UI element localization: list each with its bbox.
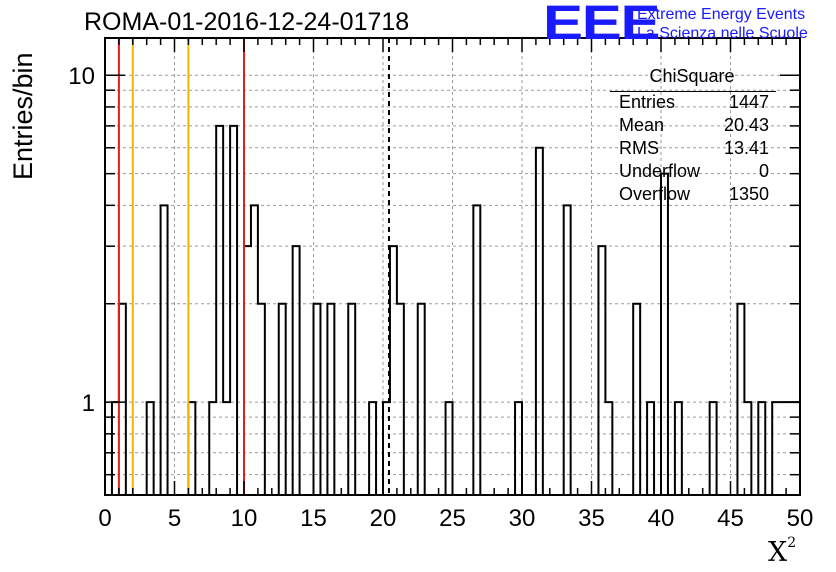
logo-mark: EEE — [543, 0, 661, 50]
x-tick-label: 30 — [509, 505, 536, 532]
stats-key: RMS — [619, 138, 659, 158]
stats-key: Underflow — [619, 161, 701, 181]
stats-value: 20.43 — [723, 115, 769, 135]
stats-box: ChiSquare Entries 1447 Mean 20.43 RMS 13… — [608, 66, 798, 216]
x-axis-label-superscript: 2 — [787, 535, 797, 551]
y-axis-label: Entries/bin — [8, 52, 39, 180]
stats-row-entries: Entries 1447 — [619, 92, 769, 114]
stats-key: Entries — [619, 92, 676, 112]
x-tick-label: 5 — [168, 505, 181, 532]
y-tick-label: 10 — [68, 63, 95, 90]
x-tick-label: 35 — [578, 505, 605, 532]
y-axis-label-text: Entries/bin — [8, 52, 38, 180]
stats-key: Overflow — [619, 184, 691, 204]
x-tick-label: 45 — [717, 505, 744, 532]
tick-labels: 0 5 10 15 20 25 30 35 40 45 50 1 10 — [68, 63, 813, 532]
y-tick-label: 1 — [82, 390, 95, 417]
stats-value: 1447 — [728, 92, 769, 112]
stats-value: 1350 — [728, 184, 769, 204]
x-tick-label: 20 — [370, 505, 397, 532]
eee-logo: EEE Extreme Energy Events La Scienza nel… — [543, 0, 833, 50]
x-tick-label: 40 — [648, 505, 675, 532]
x-axis-label: X2 — [768, 535, 797, 568]
x-axis-label-text: X — [768, 537, 788, 568]
x-tick-label: 25 — [439, 505, 466, 532]
stats-key: Mean — [619, 115, 665, 135]
logo-line-1: Extreme Energy Events — [637, 6, 806, 23]
stats-row-rms: RMS 13.41 — [619, 138, 769, 160]
axis-ticks — [104, 38, 801, 495]
x-tick-label: 10 — [231, 505, 258, 532]
x-tick-label: 15 — [300, 505, 327, 532]
logo-line-2: La Scienza nelle Scuole — [637, 25, 808, 42]
stats-row-overflow: Overflow 1350 — [619, 184, 769, 206]
stats-title-rule — [610, 91, 776, 92]
stats-title: ChiSquare — [649, 66, 735, 86]
x-tick-label: 50 — [787, 505, 814, 532]
stats-value: 13.41 — [723, 138, 769, 158]
stats-row-underflow: Underflow 0 — [619, 161, 769, 183]
marker-lines — [117, 38, 390, 495]
stats-row-mean: Mean 20.43 — [619, 115, 769, 137]
x-tick-label: 0 — [98, 505, 111, 532]
chart-title: ROMA-01-2016-12-24-01718 — [84, 8, 410, 36]
stats-value: 0 — [758, 161, 769, 181]
